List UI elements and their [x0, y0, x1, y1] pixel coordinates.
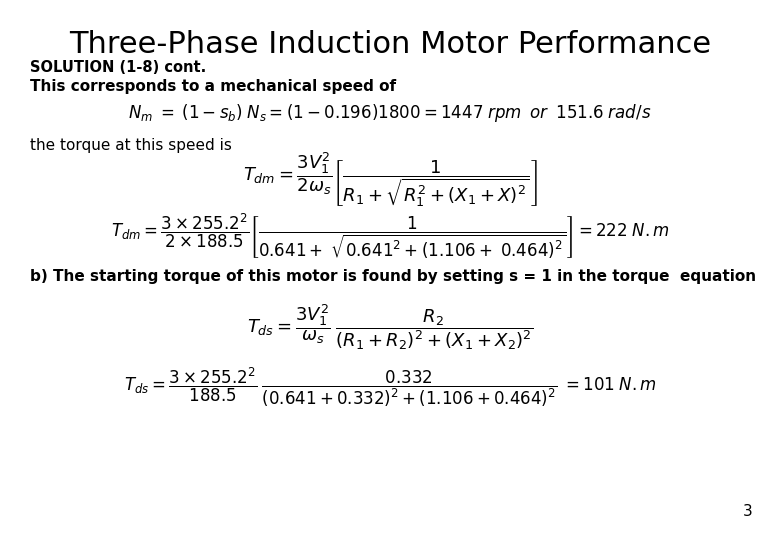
Text: This corresponds to a mechanical speed of: This corresponds to a mechanical speed o…	[30, 79, 395, 94]
Text: SOLUTION (1-8) cont.: SOLUTION (1-8) cont.	[30, 60, 206, 75]
Text: $T_{dm} = \dfrac{3\times255.2^2}{2\times188.5} \left[ \dfrac{1}{0.641+\;\sqrt{0.: $T_{dm} = \dfrac{3\times255.2^2}{2\times…	[111, 212, 669, 261]
Text: $T_{ds} = \dfrac{3\times255.2^2}{188.5} \; \dfrac{0.332}{(0.641+0.332)^2+(1.106+: $T_{ds} = \dfrac{3\times255.2^2}{188.5} …	[124, 366, 656, 409]
Text: b) The starting torque of this motor is found by setting s = 1 in the torque  eq: b) The starting torque of this motor is …	[30, 269, 756, 284]
Text: $N_m \; = \; (1 - s_b) \; N_s = (1- 0.196)1800 = 1447\; rpm \;\; or \;\; 151.6 \: $N_m \; = \; (1 - s_b) \; N_s = (1- 0.19…	[129, 103, 651, 124]
Text: 3: 3	[743, 504, 753, 519]
Text: $T_{dm} = \dfrac{3V_1^2}{2\omega_s} \left[ \dfrac{1}{R_1 + \sqrt{R_1^2 + (X_1 + : $T_{dm} = \dfrac{3V_1^2}{2\omega_s} \lef…	[243, 151, 537, 211]
Text: $T_{ds} = \dfrac{3V_1^2}{\omega_s} \; \dfrac{R_2}{\left(R_1 + R_2\right)^2 + \le: $T_{ds} = \dfrac{3V_1^2}{\omega_s} \; \d…	[246, 302, 534, 352]
Text: Three-Phase Induction Motor Performance: Three-Phase Induction Motor Performance	[69, 30, 711, 59]
Text: the torque at this speed is: the torque at this speed is	[30, 138, 232, 153]
